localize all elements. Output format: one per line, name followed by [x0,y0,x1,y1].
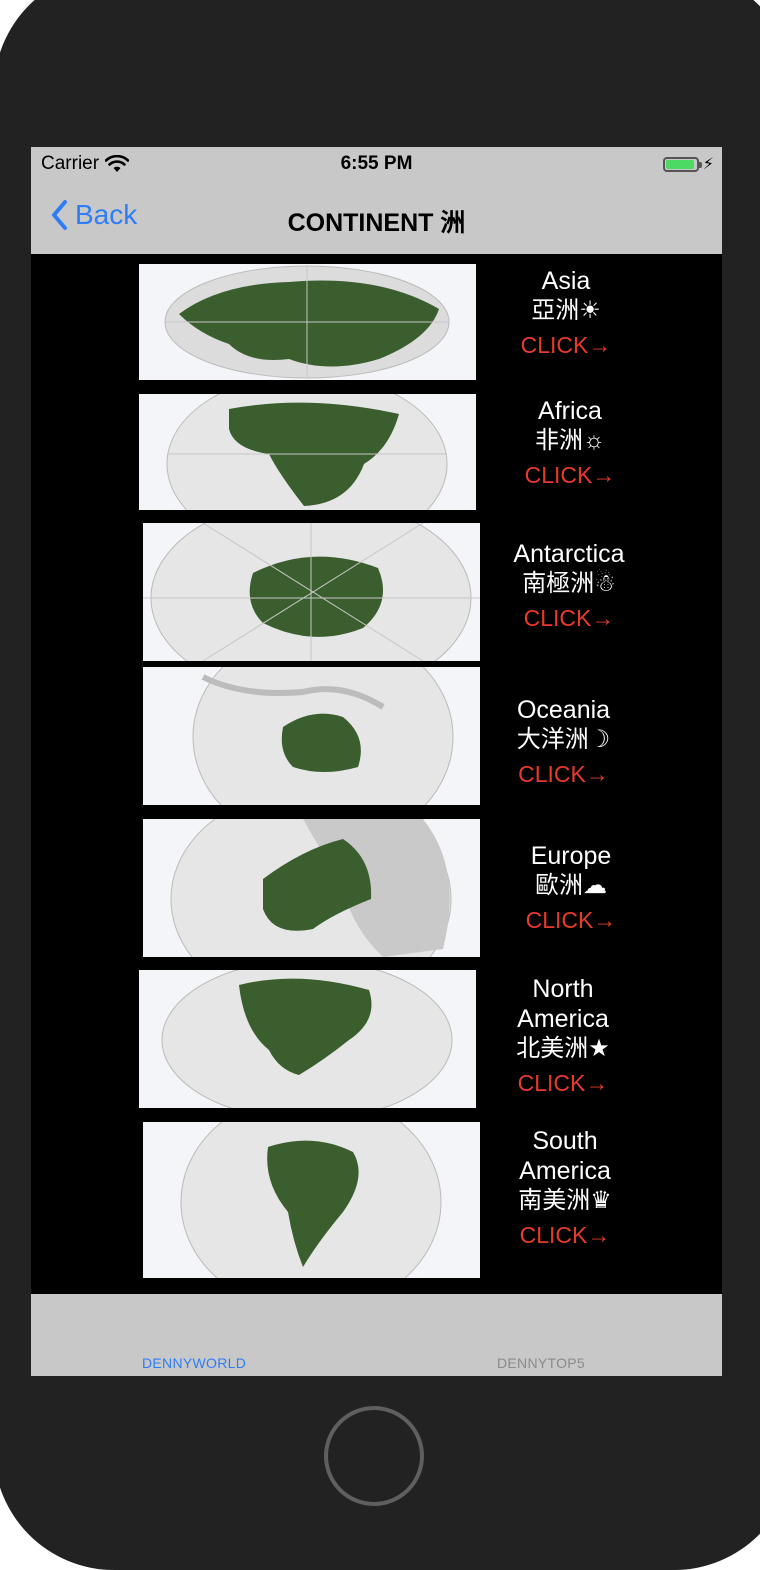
continent-labels: North America 北美洲★ CLICK→ [501,974,625,1098]
click-link[interactable]: CLICK→ [519,1222,611,1248]
continent-labels: South America 南美洲♛ CLICK→ [503,1126,627,1250]
continent-labels: Africa 非洲☼ CLICK→ [505,396,635,490]
continent-chinese-name: 北美洲★ [516,1035,610,1062]
continent-chinese-name: 非洲☼ [535,427,605,454]
click-link[interactable]: CLICK→ [518,761,609,787]
battery-icon [662,156,702,172]
click-link[interactable]: CLICK→ [517,1070,609,1096]
continent-map-image[interactable] [143,1122,480,1278]
back-button[interactable]: Back [51,199,137,231]
continent-map-image[interactable] [143,667,480,805]
continent-name: Europe [530,842,612,870]
continent-map-image[interactable] [139,394,476,510]
continent-map-image[interactable] [139,970,476,1108]
continent-labels: Oceania 大洋洲☽ CLICK→ [501,695,626,789]
continent-chinese-name: 亞洲☀ [531,297,601,324]
continent-name: Oceania [516,696,611,724]
list-item[interactable]: Antarctica 南極洲☃ CLICK→ [31,523,722,663]
continent-map-image[interactable] [139,264,476,380]
continent-chinese-name: 大洋洲☽ [516,726,611,753]
continent-name: Africa [538,397,602,425]
tab-dennyworld[interactable]: DENNYWORLD [142,1355,247,1371]
tab-bar: DENNYWORLD DENNYTOP5 [31,1294,722,1376]
status-time: 6:55 PM [340,153,413,174]
continent-name: Asia [541,267,591,295]
click-link[interactable]: CLICK→ [523,605,615,631]
continent-list: Asia 亞洲☀ CLICK→ Africa 非洲☼ CLICK→ [31,254,722,1294]
navigation-bar: Back CONTINENT 洲 [31,183,722,254]
click-link[interactable]: CLICK→ [524,462,616,488]
list-item[interactable]: North America 北美洲★ CLICK→ [31,970,722,1110]
list-item[interactable]: Asia 亞洲☀ CLICK→ [31,264,722,382]
battery-indicator: ⚡ [662,154,714,174]
click-link[interactable]: CLICK→ [525,907,617,933]
continent-map-image[interactable] [143,819,480,957]
chevron-left-icon [52,200,67,230]
carrier-label: Carrier [41,153,100,174]
continent-name: Antarctica [513,540,625,568]
continent-map-image[interactable] [143,523,480,661]
back-label: Back [75,199,138,230]
carrier-indicator: Carrier [41,153,130,175]
page-title: CONTINENT 洲 [287,209,466,237]
charging-icon: ⚡ [702,156,714,173]
continent-labels: Antarctica 南極洲☃ CLICK→ [499,539,639,633]
app-screen: Carrier 6:55 PM ⚡ Back CONTINENT 洲 [31,147,722,1376]
status-bar: Carrier 6:55 PM ⚡ [31,147,722,183]
tab-dennytop5[interactable]: DENNYTOP5 [497,1355,586,1371]
continent-chinese-name: 歐洲☁ [535,872,607,899]
list-item[interactable]: Africa 非洲☼ CLICK→ [31,394,722,512]
continent-labels: Asia 亞洲☀ CLICK→ [501,266,631,360]
list-item[interactable]: Oceania 大洋洲☽ CLICK→ [31,667,722,807]
wifi-icon [105,155,130,172]
list-item[interactable]: Europe 歐洲☁ CLICK→ [31,819,722,959]
list-item[interactable]: South America 南美洲♛ CLICK→ [31,1122,722,1280]
continent-name: North America [517,975,609,1033]
continent-chinese-name: 南極洲☃ [522,570,616,597]
continent-name: South America [519,1127,611,1185]
continent-labels: Europe 歐洲☁ CLICK→ [506,841,636,935]
click-link[interactable]: CLICK→ [520,332,612,358]
continent-chinese-name: 南美洲♛ [518,1187,612,1214]
home-button[interactable] [324,1406,424,1506]
